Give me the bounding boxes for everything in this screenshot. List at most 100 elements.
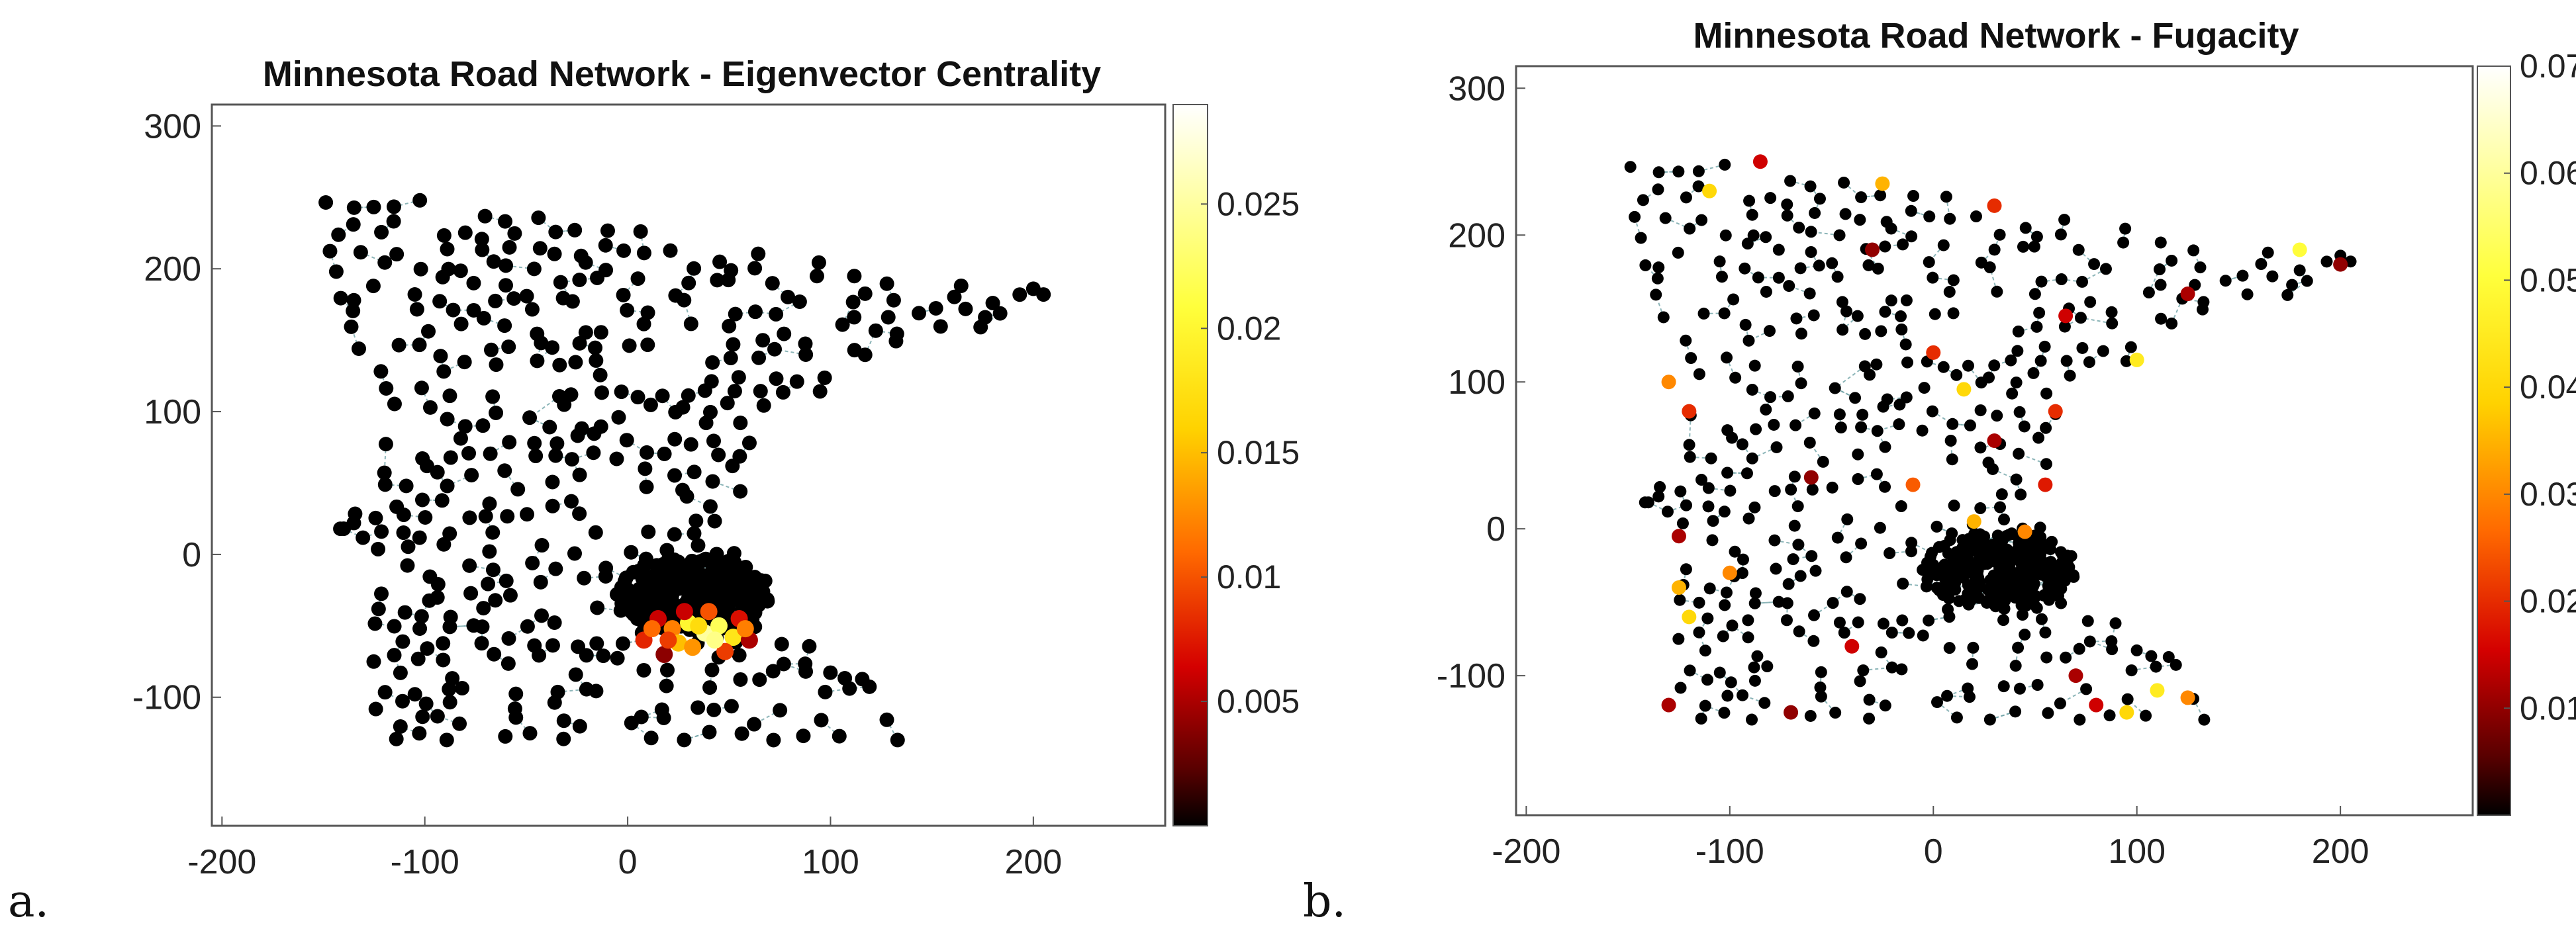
y-tick-label: 100 bbox=[144, 393, 201, 431]
node-point bbox=[1974, 404, 1987, 417]
node-point bbox=[475, 418, 491, 433]
node-point bbox=[1629, 210, 1641, 223]
node-point bbox=[1792, 539, 1805, 551]
node-point bbox=[488, 593, 503, 608]
highlight-point bbox=[655, 645, 673, 663]
node-point bbox=[1805, 226, 1817, 238]
node-point bbox=[1748, 501, 1761, 513]
node-point bbox=[1752, 271, 1764, 284]
node-point bbox=[1729, 545, 1741, 558]
node-point bbox=[1739, 318, 1752, 331]
node-point bbox=[798, 656, 813, 672]
node-point bbox=[436, 537, 452, 552]
node-point bbox=[415, 709, 430, 725]
highlight-point bbox=[716, 643, 734, 660]
node-point bbox=[2044, 543, 2056, 555]
node-point bbox=[636, 662, 651, 678]
node-point bbox=[1950, 711, 1963, 724]
node-point bbox=[502, 240, 517, 255]
node-point bbox=[520, 507, 535, 522]
node-point bbox=[443, 450, 458, 465]
node-point bbox=[455, 681, 470, 696]
node-point bbox=[1794, 570, 1807, 582]
node-point bbox=[818, 684, 833, 699]
node-point bbox=[1969, 572, 1981, 584]
node-point bbox=[630, 271, 645, 287]
node-point bbox=[594, 385, 609, 400]
node-point bbox=[1839, 208, 1852, 220]
node-point bbox=[705, 474, 720, 489]
node-point bbox=[1870, 358, 1883, 371]
node-point bbox=[1795, 328, 1807, 340]
node-point bbox=[1701, 612, 1714, 625]
node-point bbox=[430, 465, 445, 480]
node-point bbox=[1642, 496, 1654, 509]
node-point bbox=[2065, 550, 2077, 562]
node-point bbox=[2031, 679, 2044, 691]
node-point bbox=[769, 306, 784, 322]
node-point bbox=[1893, 418, 1905, 431]
node-point bbox=[593, 325, 608, 340]
colorbar-ticks-b: 0.01 0.02 0.03 0.04 0.05 0.06 0.07 bbox=[2504, 48, 2576, 727]
colorbar-tick-label: 0.02 bbox=[1217, 310, 1281, 347]
node-point bbox=[379, 380, 394, 396]
node-point bbox=[724, 699, 739, 714]
node-point bbox=[1793, 625, 1805, 638]
node-point bbox=[802, 639, 817, 654]
node-point bbox=[879, 712, 894, 727]
node-point bbox=[2054, 697, 2066, 710]
node-point bbox=[1672, 165, 1685, 178]
node-point bbox=[690, 556, 705, 572]
node-point bbox=[2028, 240, 2040, 253]
node-point bbox=[498, 278, 513, 293]
road-edge bbox=[775, 301, 800, 315]
node-point bbox=[374, 224, 389, 240]
highlight-point bbox=[1905, 477, 1921, 492]
node-point bbox=[1789, 419, 1802, 431]
node-point bbox=[2011, 345, 2024, 357]
node-point bbox=[567, 222, 583, 238]
node-point bbox=[723, 351, 738, 366]
node-point bbox=[1946, 453, 1958, 466]
node-point bbox=[1727, 293, 1740, 306]
node-point bbox=[1736, 567, 1748, 580]
node-point bbox=[1726, 619, 1739, 632]
node-point bbox=[667, 552, 682, 567]
node-point bbox=[1692, 180, 1705, 193]
node-point bbox=[2286, 279, 2299, 291]
node-point bbox=[497, 318, 512, 333]
node-point bbox=[502, 435, 517, 450]
highlight-point bbox=[1722, 565, 1737, 580]
node-point bbox=[531, 210, 546, 226]
node-point bbox=[2010, 377, 2023, 389]
node-point bbox=[589, 353, 604, 368]
node-point bbox=[1852, 616, 1864, 629]
node-point bbox=[654, 702, 669, 717]
colorbar-ticks-a: 0.005 0.01 0.015 0.02 0.025 bbox=[1201, 185, 1300, 720]
node-point bbox=[618, 570, 634, 586]
node-point bbox=[453, 316, 469, 332]
node-point bbox=[1684, 664, 1696, 677]
node-point bbox=[2293, 264, 2306, 277]
node-point bbox=[415, 451, 430, 466]
node-point bbox=[1880, 216, 1893, 228]
highlight-point bbox=[1926, 345, 1941, 360]
colorbar-tick-label: 0.01 bbox=[2520, 689, 2576, 727]
node-point bbox=[2032, 431, 2045, 444]
node-point bbox=[1922, 557, 1934, 570]
node-point bbox=[1905, 230, 1918, 243]
node-point bbox=[616, 287, 631, 302]
node-point bbox=[1997, 602, 2010, 615]
node-point bbox=[625, 604, 640, 619]
node-point bbox=[687, 465, 702, 480]
node-point bbox=[368, 510, 383, 525]
node-point bbox=[1931, 520, 1943, 533]
node-point bbox=[708, 578, 724, 594]
y-axis-a: 300 200 100 0 -100 bbox=[132, 107, 221, 717]
node-point bbox=[1944, 534, 1956, 547]
node-point bbox=[2130, 644, 2143, 656]
node-point bbox=[928, 300, 943, 316]
highlight-point bbox=[2129, 352, 2144, 367]
node-point bbox=[667, 527, 682, 542]
node-point bbox=[677, 732, 692, 748]
